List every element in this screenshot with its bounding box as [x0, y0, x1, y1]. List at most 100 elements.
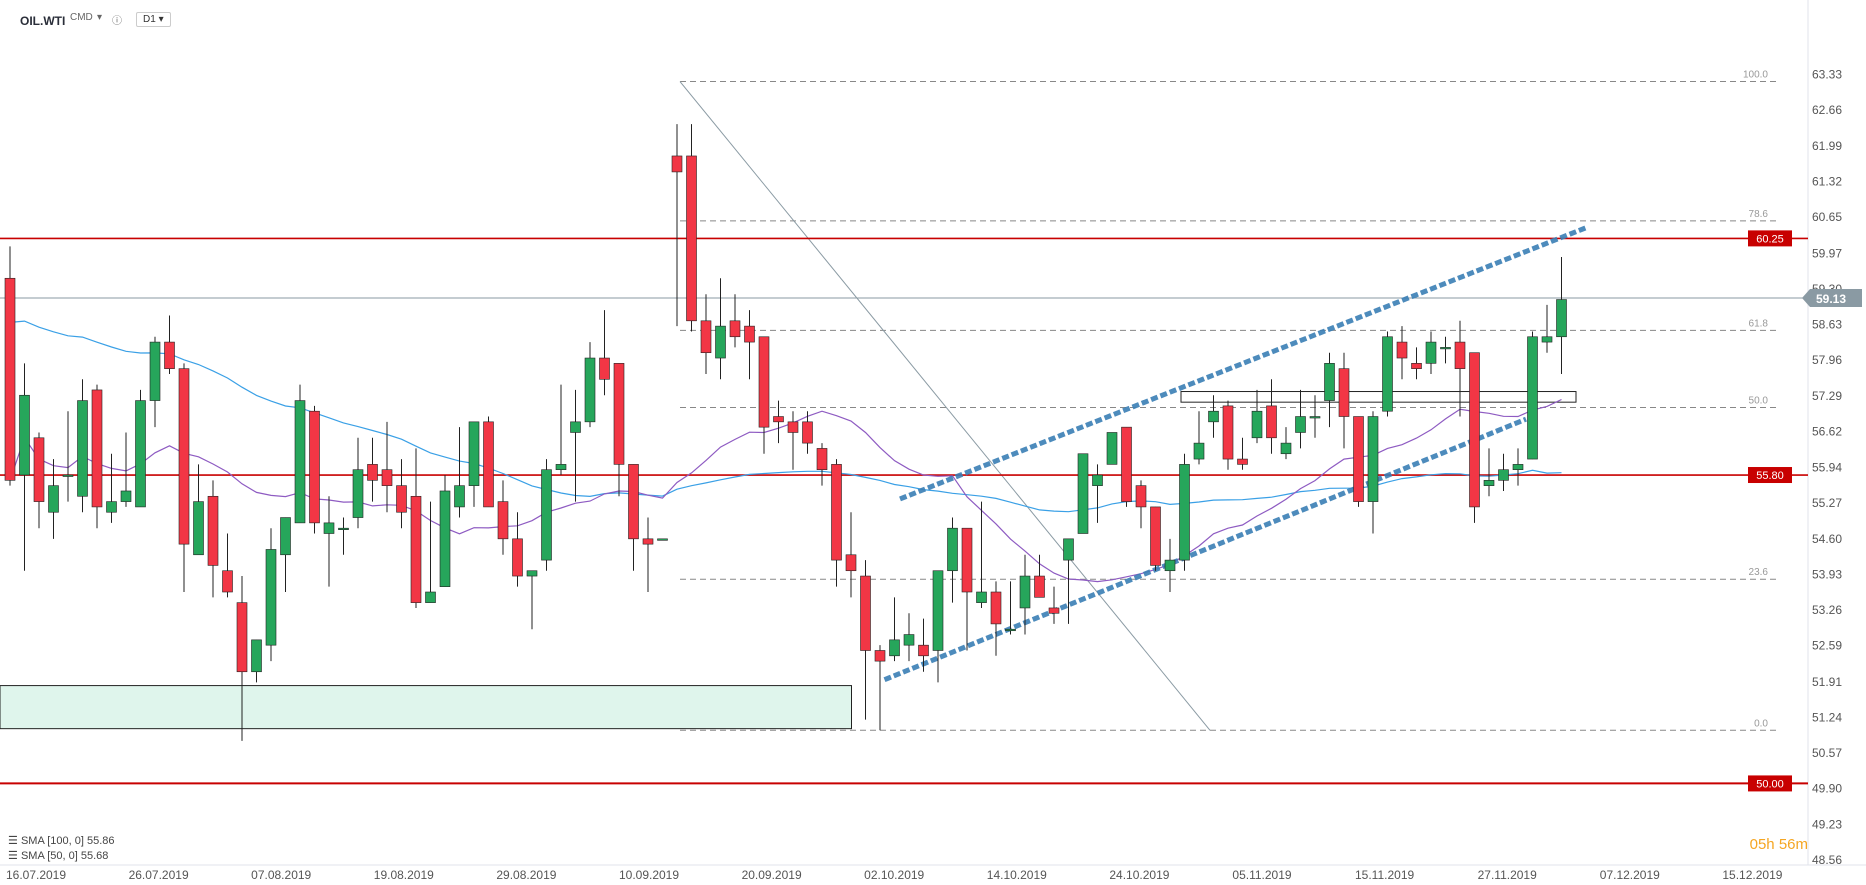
candle-body[interactable]: [1469, 352, 1480, 508]
candle-body[interactable]: [729, 320, 741, 338]
chevron-down-icon[interactable]: ▾: [97, 12, 103, 23]
candle-body[interactable]: [1193, 442, 1205, 460]
fib-diagonal-line[interactable]: [679, 81, 1211, 731]
candle-body[interactable]: [889, 639, 900, 657]
trend-channel-lower[interactable]: [883, 416, 1527, 683]
candle-body[interactable]: [1237, 458, 1248, 465]
resistance-box[interactable]: [1180, 391, 1577, 403]
candle-body[interactable]: [758, 336, 770, 428]
candle-body[interactable]: [657, 538, 668, 541]
candle-body[interactable]: [1425, 341, 1437, 364]
candle-body[interactable]: [976, 591, 987, 603]
candle-body[interactable]: [874, 650, 886, 662]
candle-body[interactable]: [613, 363, 625, 465]
candle-body[interactable]: [236, 602, 248, 673]
eye-icon[interactable]: ☰: [8, 850, 18, 862]
candle-body[interactable]: [599, 357, 610, 380]
candle-body[interactable]: [947, 527, 958, 572]
candle-body[interactable]: [1019, 575, 1031, 609]
candle-body[interactable]: [338, 527, 349, 530]
candle-body[interactable]: [628, 464, 639, 540]
candle-body[interactable]: [1121, 426, 1132, 502]
candle-body[interactable]: [4, 277, 16, 481]
sma100-legend[interactable]: ☰ SMA [100, 0] 55.86: [8, 834, 115, 847]
candle-body[interactable]: [1353, 416, 1364, 502]
candle-body[interactable]: [1483, 480, 1495, 486]
symbol-label[interactable]: OIL.WTI: [20, 14, 66, 28]
candle-body[interactable]: [207, 495, 219, 566]
candle-body[interactable]: [251, 639, 262, 673]
candle-body[interactable]: [787, 421, 799, 433]
candle-body[interactable]: [381, 469, 393, 486]
candle-body[interactable]: [1251, 410, 1263, 439]
candle-body[interactable]: [120, 490, 132, 502]
candle-body[interactable]: [1454, 341, 1466, 369]
candle-body[interactable]: [1280, 442, 1292, 455]
candle-body[interactable]: [512, 538, 523, 577]
candle-body[interactable]: [1324, 363, 1335, 401]
candle-body[interactable]: [1527, 336, 1538, 460]
candle-body[interactable]: [33, 437, 45, 502]
candle-body[interactable]: [1367, 416, 1379, 502]
sma50-legend[interactable]: ☰ SMA [50, 0] 55.68: [8, 849, 108, 862]
demand-zone[interactable]: [0, 685, 852, 730]
candle-body[interactable]: [1150, 506, 1161, 566]
candle-body[interactable]: [671, 155, 683, 173]
candle-body[interactable]: [193, 501, 204, 556]
candle-body[interactable]: [1541, 336, 1553, 343]
candle-body[interactable]: [1266, 405, 1277, 439]
candle-body[interactable]: [1396, 341, 1408, 359]
candle-body[interactable]: [541, 469, 552, 561]
candle-body[interactable]: [584, 357, 596, 423]
candle-body[interactable]: [410, 495, 422, 603]
candle-body[interactable]: [1295, 416, 1306, 433]
candle-body[interactable]: [396, 485, 407, 513]
candle-body[interactable]: [773, 416, 784, 423]
candle-body[interactable]: [1135, 485, 1147, 508]
candle-body[interactable]: [367, 464, 378, 481]
candle-body[interactable]: [1382, 336, 1393, 412]
candle-body[interactable]: [280, 517, 291, 556]
candle-body[interactable]: [425, 591, 436, 603]
candle-body[interactable]: [48, 485, 59, 513]
candle-body[interactable]: [62, 474, 74, 477]
candle-body[interactable]: [918, 644, 929, 657]
candle-body[interactable]: [700, 320, 712, 354]
candle-body[interactable]: [1338, 368, 1350, 417]
timeframe-selector[interactable]: D1 ▾: [136, 12, 171, 27]
candle-body[interactable]: [468, 421, 480, 486]
candle-body[interactable]: [802, 421, 813, 444]
candle-body[interactable]: [961, 527, 973, 593]
candle-body[interactable]: [1556, 299, 1567, 338]
candle-body[interactable]: [323, 522, 335, 534]
candle-body[interactable]: [1222, 405, 1234, 460]
candle-body[interactable]: [135, 400, 146, 508]
candle-body[interactable]: [932, 570, 944, 651]
candle-body[interactable]: [91, 389, 103, 508]
candle-body[interactable]: [816, 448, 828, 470]
candle-body[interactable]: [831, 464, 842, 561]
candle-body[interactable]: [222, 570, 233, 593]
candle-body[interactable]: [860, 575, 871, 651]
candle-body[interactable]: [526, 570, 538, 577]
candle-body[interactable]: [1048, 607, 1060, 614]
candle-body[interactable]: [1411, 363, 1422, 369]
candle-body[interactable]: [106, 501, 117, 513]
candle-body[interactable]: [294, 400, 306, 524]
candle-body[interactable]: [903, 634, 915, 646]
candle-body[interactable]: [1005, 628, 1016, 632]
candle-body[interactable]: [77, 400, 88, 497]
candle-body[interactable]: [1077, 453, 1089, 534]
candle-body[interactable]: [1063, 538, 1074, 561]
candle-body[interactable]: [149, 341, 161, 401]
candle-body[interactable]: [164, 341, 175, 369]
candle-body[interactable]: [309, 410, 320, 524]
candle-body[interactable]: [642, 538, 654, 545]
info-icon[interactable]: ⓘ: [112, 16, 122, 27]
candle-body[interactable]: [1440, 347, 1451, 350]
candle-body[interactable]: [454, 485, 465, 508]
candle-body[interactable]: [1208, 410, 1219, 423]
candle-body[interactable]: [439, 490, 451, 587]
candle-body[interactable]: [1106, 432, 1118, 465]
candle-body[interactable]: [1179, 464, 1190, 561]
